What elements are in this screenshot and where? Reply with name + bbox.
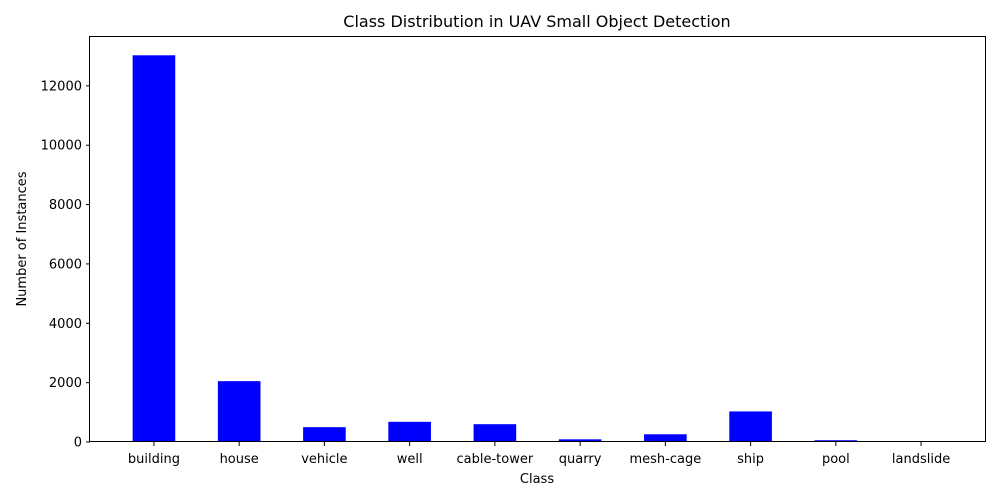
y-tick-label-2000: 2000 (49, 376, 82, 391)
x-tick-label-mesh-cage: mesh-cage (629, 452, 701, 467)
bar-building (132, 55, 176, 442)
chart-title: Class Distribution in UAV Small Object D… (343, 12, 730, 31)
y-tick-label-0: 0 (74, 436, 82, 451)
bars-group (132, 55, 943, 442)
x-axis-ticks: building house vehicle well cable-tower quarr… (128, 442, 950, 467)
x-tick-label-quarry: quarry (559, 452, 602, 467)
bar-mesh-cage (644, 434, 687, 442)
y-axis-label: Number of Instances (15, 171, 30, 306)
x-tick-label-pool: pool (822, 452, 850, 467)
x-tick-label-vehicle: vehicle (301, 452, 347, 467)
y-tick-label-4000: 4000 (49, 317, 82, 332)
bar-well (388, 421, 431, 442)
x-tick-label-house: house (220, 452, 259, 467)
bar-house (217, 381, 261, 442)
x-tick-label-well: well (397, 452, 423, 467)
y-tick-label-12000: 12000 (41, 79, 82, 94)
bar-cable-tower (473, 424, 517, 442)
x-tick-label-ship: ship (737, 452, 764, 467)
x-axis-label: Class (520, 472, 554, 487)
bar-vehicle (303, 427, 346, 442)
x-tick-label-landslide: landslide (892, 452, 950, 467)
y-tick-label-6000: 6000 (49, 257, 82, 272)
y-tick-label-8000: 8000 (49, 198, 82, 213)
y-tick-label-10000: 10000 (41, 139, 82, 154)
plot-frame (89, 36, 986, 442)
bar-ship (729, 411, 772, 442)
x-tick-label-cable-tower: cable-tower (457, 452, 534, 467)
y-axis-ticks: 0 2000 4000 6000 8000 10000 12000 (41, 79, 90, 451)
x-tick-label-building: building (128, 452, 180, 467)
bar-quarry (558, 439, 602, 442)
